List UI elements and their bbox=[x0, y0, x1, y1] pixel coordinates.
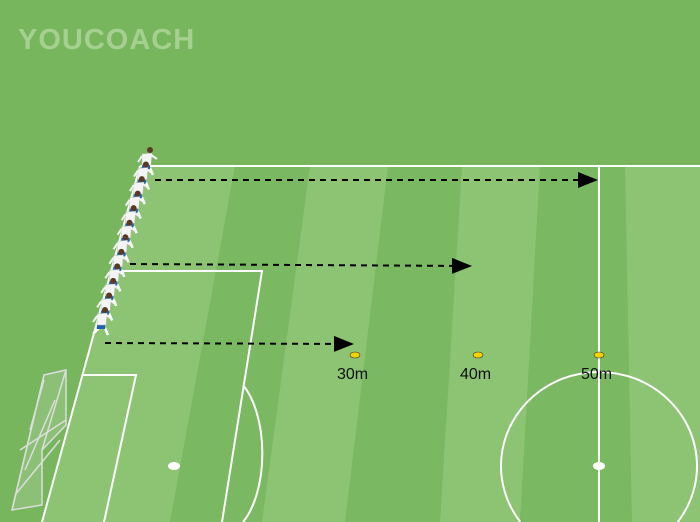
cone-icon bbox=[593, 351, 605, 359]
arrow-30m bbox=[104, 335, 354, 352]
center-circle bbox=[500, 371, 698, 522]
cone-icon bbox=[349, 351, 361, 359]
center-spot bbox=[593, 462, 605, 470]
players-group bbox=[92, 147, 158, 336]
touchline bbox=[41, 165, 141, 522]
penalty-box bbox=[112, 270, 264, 522]
penalty-arc bbox=[242, 384, 264, 522]
marker-50m: 50m bbox=[581, 351, 612, 383]
arrow-40m bbox=[129, 257, 472, 274]
goal-area bbox=[83, 374, 138, 522]
distance-label: 40m bbox=[460, 366, 491, 383]
player-icon bbox=[92, 307, 113, 336]
penalty-spot bbox=[168, 462, 180, 470]
distance-label: 30m bbox=[337, 366, 368, 383]
pitch-lines bbox=[41, 165, 700, 522]
goal-icon bbox=[11, 369, 67, 511]
logo: YOUCOACH bbox=[18, 24, 195, 56]
cone-icon bbox=[472, 351, 484, 359]
run-arrows bbox=[104, 172, 598, 352]
marker-40m: 40m bbox=[460, 351, 491, 383]
distance-label: 50m bbox=[581, 366, 612, 383]
marker-30m: 30m bbox=[337, 351, 368, 383]
